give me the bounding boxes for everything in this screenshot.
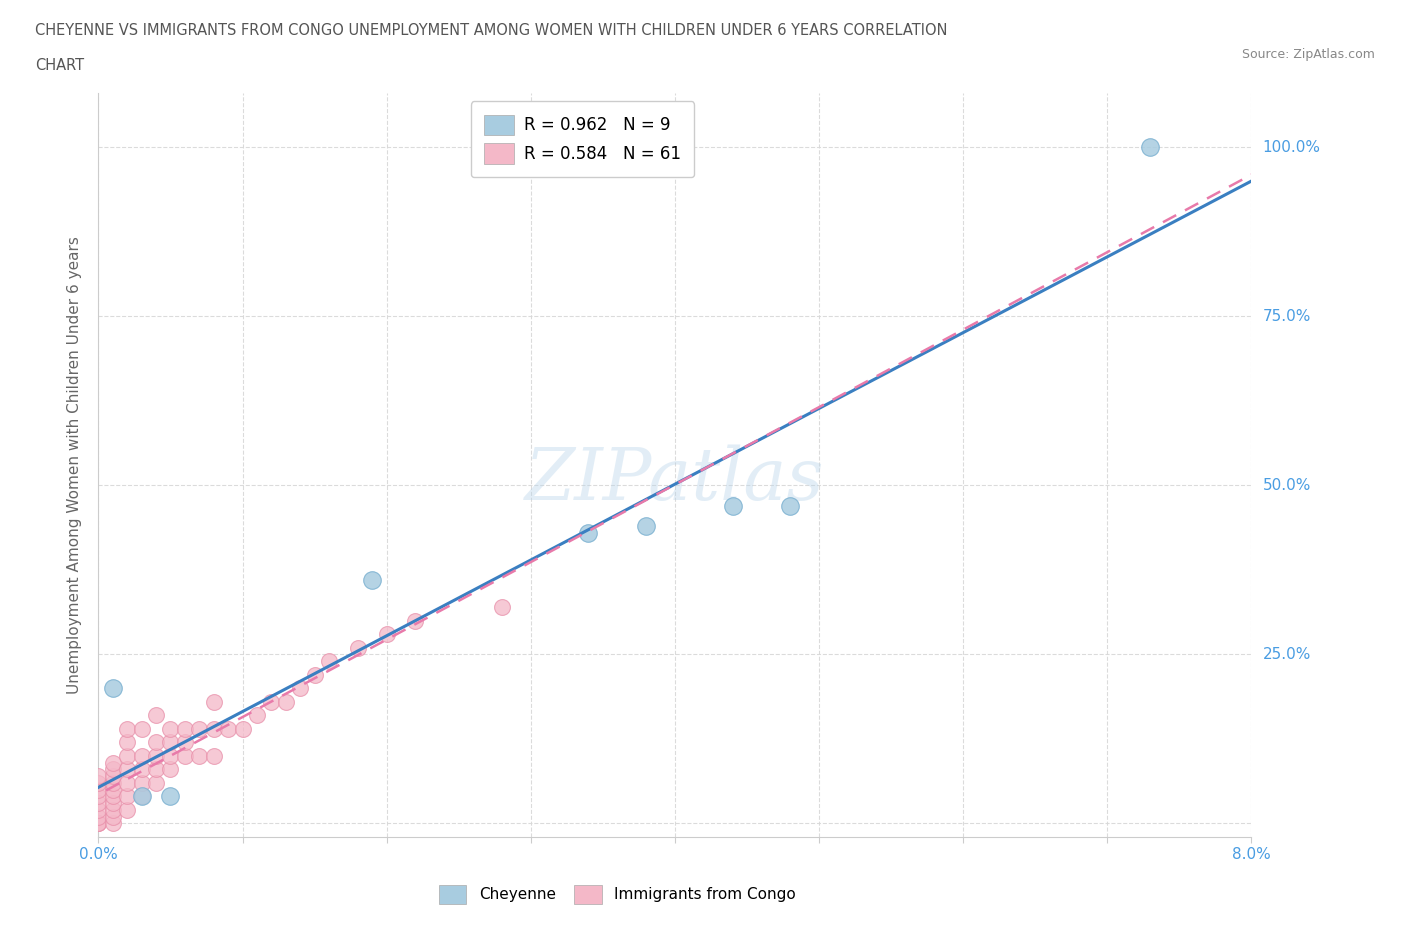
Point bbox=[101, 681, 124, 696]
Point bbox=[117, 803, 138, 817]
Point bbox=[101, 789, 124, 804]
Text: 100.0%: 100.0% bbox=[1263, 140, 1320, 154]
Text: ZIPatlas: ZIPatlas bbox=[524, 445, 825, 515]
Point bbox=[375, 627, 398, 642]
Point bbox=[101, 803, 124, 817]
Point bbox=[246, 708, 269, 723]
Point bbox=[174, 735, 197, 750]
Point bbox=[159, 762, 181, 777]
Point bbox=[174, 722, 197, 737]
Point bbox=[87, 816, 110, 830]
Point bbox=[101, 796, 124, 811]
Point bbox=[318, 654, 340, 669]
Text: 50.0%: 50.0% bbox=[1263, 478, 1310, 493]
Point bbox=[188, 749, 211, 764]
Point bbox=[117, 789, 138, 804]
Point bbox=[87, 782, 110, 797]
Point bbox=[721, 498, 744, 513]
Point bbox=[131, 776, 153, 790]
Text: 25.0%: 25.0% bbox=[1263, 647, 1310, 662]
Point bbox=[101, 782, 124, 797]
Point bbox=[87, 776, 110, 790]
Point bbox=[131, 762, 153, 777]
Point bbox=[87, 816, 110, 830]
Point bbox=[260, 695, 283, 710]
Text: 75.0%: 75.0% bbox=[1263, 309, 1310, 324]
Point bbox=[491, 600, 513, 615]
Point bbox=[117, 776, 138, 790]
Point bbox=[779, 498, 801, 513]
Point bbox=[274, 695, 297, 710]
Point bbox=[202, 722, 225, 737]
Point bbox=[131, 789, 153, 804]
Point bbox=[87, 796, 110, 811]
Point bbox=[145, 708, 167, 723]
Point bbox=[87, 803, 110, 817]
Point bbox=[304, 667, 326, 682]
Point bbox=[405, 613, 427, 628]
Point bbox=[117, 762, 138, 777]
Point bbox=[217, 722, 239, 737]
Point bbox=[202, 749, 225, 764]
Point bbox=[231, 722, 254, 737]
Point bbox=[87, 789, 110, 804]
Point bbox=[145, 762, 167, 777]
Point bbox=[188, 722, 211, 737]
Point bbox=[159, 722, 181, 737]
Text: CHART: CHART bbox=[35, 58, 84, 73]
Point bbox=[131, 722, 153, 737]
Point bbox=[1139, 140, 1161, 154]
Point bbox=[87, 769, 110, 784]
Point bbox=[101, 776, 124, 790]
Point bbox=[101, 769, 124, 784]
Point bbox=[145, 749, 167, 764]
Point bbox=[361, 573, 384, 588]
Point bbox=[159, 749, 181, 764]
Point bbox=[159, 789, 181, 804]
Point bbox=[101, 816, 124, 830]
Point bbox=[101, 755, 124, 770]
Point bbox=[159, 735, 181, 750]
Point bbox=[117, 735, 138, 750]
Point bbox=[131, 789, 153, 804]
Point bbox=[145, 735, 167, 750]
Text: Source: ZipAtlas.com: Source: ZipAtlas.com bbox=[1241, 48, 1375, 61]
Point bbox=[101, 809, 124, 824]
Point bbox=[290, 681, 312, 696]
Point bbox=[202, 695, 225, 710]
Point bbox=[578, 525, 600, 540]
Point bbox=[346, 640, 368, 655]
Point bbox=[117, 749, 138, 764]
Point bbox=[101, 762, 124, 777]
Point bbox=[117, 722, 138, 737]
Point bbox=[636, 518, 658, 533]
Legend: Cheyenne, Immigrants from Congo: Cheyenne, Immigrants from Congo bbox=[432, 877, 803, 911]
Point bbox=[145, 776, 167, 790]
Point bbox=[87, 816, 110, 830]
Point bbox=[174, 749, 197, 764]
Point bbox=[87, 809, 110, 824]
Point bbox=[131, 749, 153, 764]
Y-axis label: Unemployment Among Women with Children Under 6 years: Unemployment Among Women with Children U… bbox=[67, 236, 83, 694]
Text: CHEYENNE VS IMMIGRANTS FROM CONGO UNEMPLOYMENT AMONG WOMEN WITH CHILDREN UNDER 6: CHEYENNE VS IMMIGRANTS FROM CONGO UNEMPL… bbox=[35, 23, 948, 38]
